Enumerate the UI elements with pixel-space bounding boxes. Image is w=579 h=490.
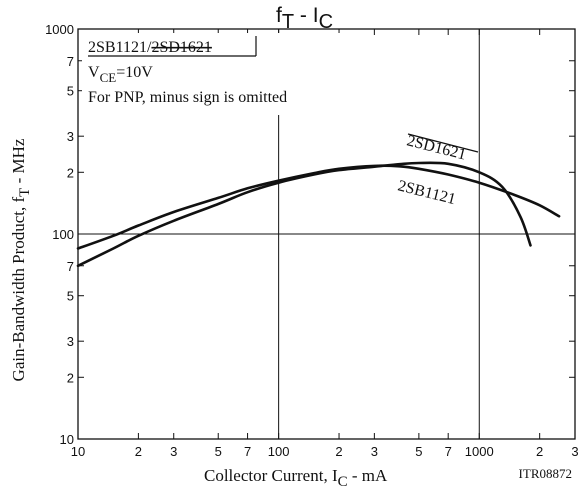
curve-label-2sd1621-overline bbox=[407, 133, 479, 153]
y-tick-label: 7 bbox=[67, 259, 74, 274]
y-tick-label: 3 bbox=[67, 129, 74, 144]
title-main: f bbox=[276, 4, 282, 27]
y-tick-label: 5 bbox=[67, 84, 74, 99]
x-tick-label: 2 bbox=[335, 444, 342, 459]
chart-title: fT - IC bbox=[276, 4, 333, 33]
y-tick-label: 2 bbox=[67, 165, 74, 180]
legend-condition-sub: CE bbox=[100, 70, 117, 85]
title-mid: - I bbox=[294, 4, 319, 27]
legend-slash: / bbox=[147, 39, 152, 56]
x-tick-label: 10 bbox=[71, 444, 85, 459]
x-axis-label: Collector Current, IC - mA bbox=[204, 466, 388, 490]
legend-box: 2SB1121/2SD1621 VCE=10V For PNP, minus s… bbox=[82, 33, 372, 115]
y-tick-label: 2 bbox=[67, 370, 74, 385]
y-tick-label: 7 bbox=[67, 54, 74, 69]
legend-condition-main: V bbox=[88, 64, 100, 81]
legend-condition-value: =10V bbox=[116, 64, 153, 81]
ylabel-main: Gain-Bandwidth Product, f bbox=[9, 196, 28, 381]
ylabel-unit: - MHz bbox=[9, 138, 28, 188]
x-tick-label: 3 bbox=[170, 444, 177, 459]
x-tick-label: 2 bbox=[135, 444, 142, 459]
xlabel-unit: - mA bbox=[348, 466, 388, 485]
y-tick-label: 100 bbox=[52, 227, 74, 242]
y-axis-label: Gain-Bandwidth Product, fT - MHz bbox=[9, 138, 33, 381]
y-tick-label: 1000 bbox=[45, 22, 74, 37]
title-sub2: C bbox=[319, 11, 333, 33]
legend-part-a: 2SB1121 bbox=[88, 39, 147, 56]
legend-parts-line: 2SB1121/2SD1621 bbox=[88, 39, 212, 56]
y-tick-label: 3 bbox=[67, 334, 74, 349]
xlabel-sub: C bbox=[338, 474, 348, 490]
x-tick-label: 100 bbox=[268, 444, 290, 459]
legend-part-b: 2SD1621 bbox=[151, 39, 211, 56]
x-tick-label: 3 bbox=[371, 444, 378, 459]
ylabel-sub: T bbox=[17, 188, 33, 197]
x-tick-label: 7 bbox=[445, 444, 452, 459]
series-line-2sb1121 bbox=[76, 164, 561, 250]
x-tick-label: 3 bbox=[571, 444, 578, 459]
curve-label-2sb1121: 2SB1121 bbox=[396, 177, 457, 208]
series-line-2sd1621 bbox=[76, 161, 532, 268]
y-tick-label: 5 bbox=[67, 289, 74, 304]
legend-box-background bbox=[82, 33, 372, 115]
x-tick-label: 7 bbox=[244, 444, 251, 459]
x-tick-label: 5 bbox=[415, 444, 422, 459]
y-tick-label: 10 bbox=[60, 432, 74, 447]
x-tick-label: 2 bbox=[536, 444, 543, 459]
x-tick-label: 5 bbox=[215, 444, 222, 459]
legend-condition: VCE=10V bbox=[88, 64, 153, 85]
title-sub: T bbox=[282, 11, 294, 33]
xlabel-main: Collector Current, I bbox=[204, 466, 338, 485]
figure-code: ITR08872 bbox=[519, 466, 572, 481]
curve-label-2sd1621: 2SD1621 bbox=[405, 132, 468, 163]
x-tick-label: 1000 bbox=[465, 444, 494, 459]
legend-note: For PNP, minus sign is omitted bbox=[88, 89, 287, 106]
